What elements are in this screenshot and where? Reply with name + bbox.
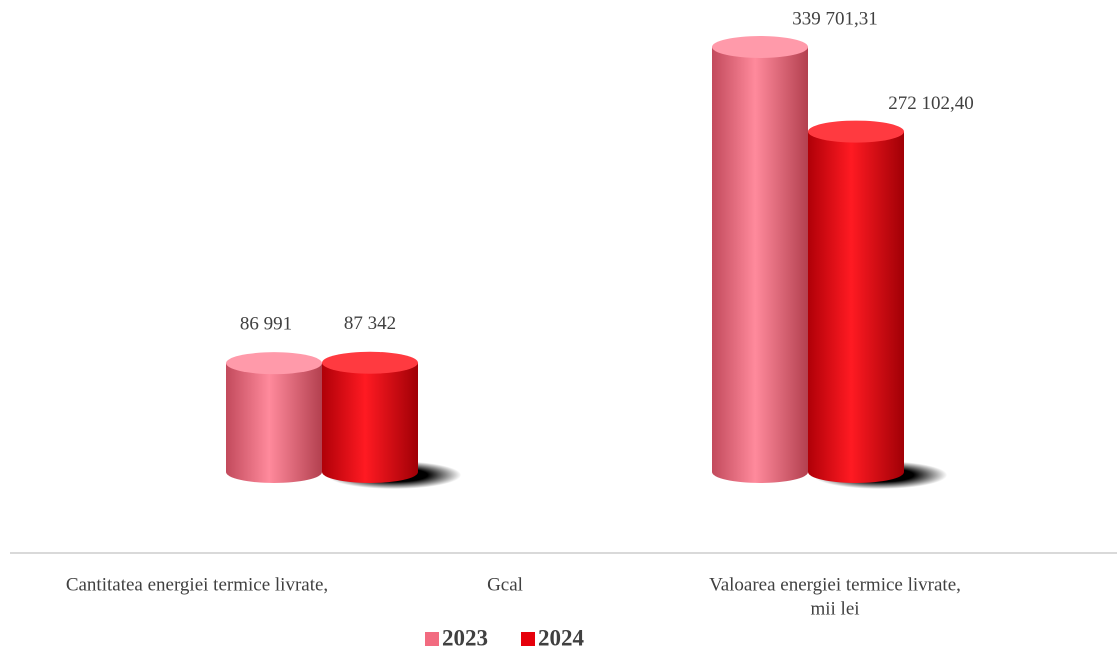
bar (808, 131, 904, 472)
bar-top (808, 120, 904, 143)
bar-top (226, 352, 322, 375)
x-tick-label: Cantitatea energiei termice livrate, (66, 574, 328, 595)
bar (226, 363, 322, 472)
data-label: 339 701,31 (792, 8, 878, 29)
bar-top (322, 351, 418, 374)
data-label: 86 991 (240, 314, 292, 335)
x-tick-label: Gcal (487, 574, 523, 595)
bar-top (712, 36, 808, 58)
bar (712, 47, 808, 472)
x-tick-label: mii lei (810, 598, 859, 619)
legend-label: 2024 (538, 625, 585, 650)
bar (322, 362, 418, 472)
data-label: 272 102,40 (888, 93, 974, 114)
data-label: 87 342 (344, 313, 396, 334)
legend-label: 2023 (442, 625, 488, 650)
legend-swatch (425, 632, 439, 646)
legend-swatch (521, 632, 535, 646)
x-tick-label: Valoarea energiei termice livrate, (709, 574, 961, 595)
